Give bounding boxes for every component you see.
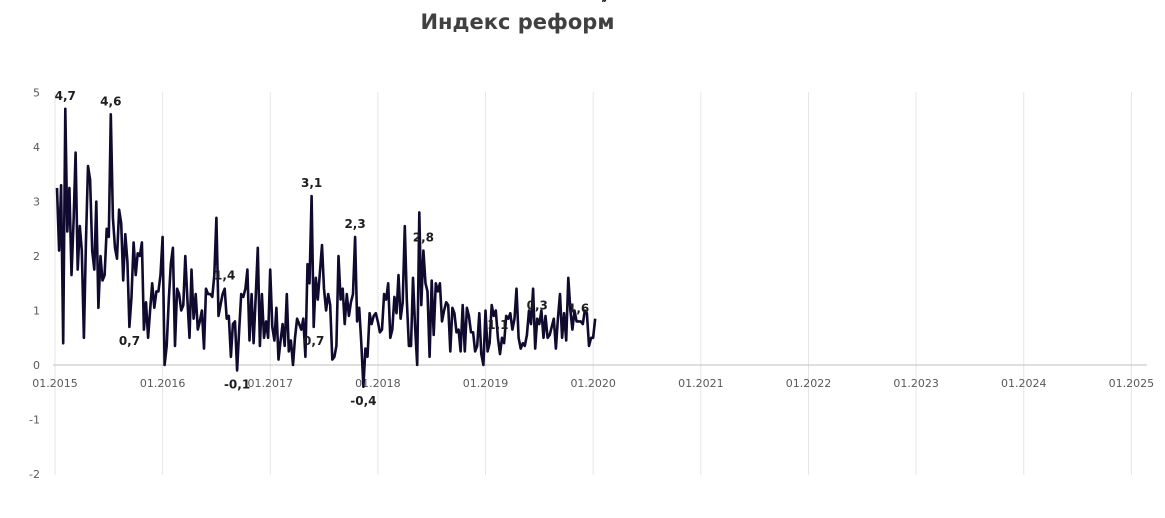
data-label: 0,8 — [593, 0, 614, 3]
y-axis-tick-labels: -2 -1 0 1 2 3 4 5 — [29, 87, 40, 482]
x-tick-label: 01.2022 — [786, 377, 832, 390]
data-label: 1,1 — [487, 318, 508, 332]
x-tick-label: 01.2025 — [1109, 377, 1155, 390]
x-tick-label: 01.2015 — [32, 377, 78, 390]
x-tick-label: 01.2018 — [355, 377, 401, 390]
data-label: 2,8 — [413, 231, 434, 245]
data-label: 0,7 — [303, 334, 324, 348]
data-label: 0,7 — [119, 334, 140, 348]
data-label: -0,1 — [224, 377, 250, 391]
chart-title: Индекс реформ — [420, 10, 615, 34]
x-tick-label: 01.2020 — [570, 377, 616, 390]
y-tick-label: 2 — [33, 250, 40, 263]
y-tick-label: -1 — [29, 414, 40, 427]
y-tick-label: -2 — [29, 468, 40, 481]
x-axis-tick-labels: 01.2015 01.2016 01.2017 01.2018 01.2019 01.20… — [32, 377, 1154, 390]
x-tick-label: 01.2017 — [248, 377, 294, 390]
data-label: 1,4 — [214, 269, 235, 283]
data-label: 4,7 — [55, 89, 76, 103]
data-label: 1,0 — [595, 0, 616, 3]
x-tick-label: 01.2024 — [1001, 377, 1047, 390]
data-label: 4,6 — [100, 94, 121, 108]
y-tick-label: 3 — [33, 196, 40, 209]
x-tick-label: 01.2016 — [140, 377, 186, 390]
data-label: -0,4 — [350, 394, 376, 408]
x-tick-label: 01.2019 — [463, 377, 509, 390]
data-label: 1,6 — [568, 301, 589, 315]
data-label: 3,1 — [301, 176, 322, 190]
data-labels: 4,7 4,6 0,7 1,4 -0,1 3,1 0,7 2,3 -0,4 2,8 1,1 0,3 1,… — [55, 0, 617, 408]
data-label: 0,3 — [527, 299, 548, 313]
y-tick-label: 5 — [33, 87, 40, 100]
gridlines — [54, 92, 1132, 475]
data-label: 2,3 — [344, 217, 365, 231]
x-tick-label: 01.2021 — [678, 377, 724, 390]
x-tick-label: 01.2023 — [893, 377, 939, 390]
y-tick-label: 0 — [33, 359, 40, 372]
reform-index-line — [55, 107, 597, 389]
y-tick-label: 4 — [33, 141, 40, 154]
y-tick-label: 1 — [33, 305, 40, 318]
